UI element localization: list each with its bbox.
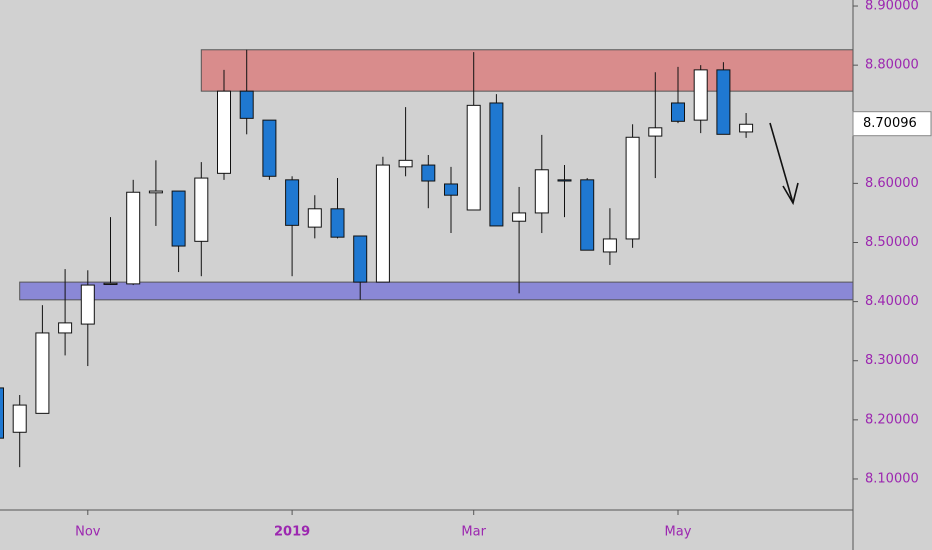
- x-tick-label: Nov: [75, 525, 101, 540]
- candle-body: [512, 212, 527, 222]
- candle-body: [648, 127, 663, 137]
- candle-body: [0, 387, 4, 439]
- candle-body: [625, 136, 640, 240]
- candle-body: [580, 179, 595, 251]
- candle-body: [534, 169, 549, 214]
- candle-body: [421, 164, 436, 182]
- candle-body: [557, 179, 572, 182]
- last-price-label: 8.70096: [863, 116, 917, 131]
- last-price-box: [852, 111, 932, 137]
- arrow: [769, 122, 799, 206]
- y-tick-label: 8.10000: [865, 471, 919, 486]
- candle-body: [126, 191, 141, 285]
- candle-body: [217, 90, 231, 174]
- x-tick-label: May: [665, 525, 692, 540]
- candle-body: [330, 208, 345, 238]
- candle-body: [353, 235, 368, 283]
- y-tick-label: 8.50000: [865, 235, 919, 250]
- candle-body: [148, 190, 163, 194]
- y-tick-label: 8.30000: [865, 353, 919, 368]
- candle-body: [12, 404, 27, 433]
- candle-body: [262, 119, 277, 177]
- candle-body: [58, 322, 73, 334]
- candle-body: [739, 123, 754, 133]
- candle-body: [716, 69, 731, 135]
- candle-body: [466, 104, 481, 211]
- y-tick-label: 8.90000: [865, 0, 919, 14]
- candle-body: [444, 183, 458, 196]
- zone: [200, 49, 854, 92]
- candle-body: [398, 159, 413, 168]
- zone: [19, 281, 854, 301]
- y-tick-label: 8.60000: [865, 176, 919, 191]
- y-tick-label: 8.20000: [865, 412, 919, 427]
- candle-body: [194, 177, 209, 242]
- candle-body: [171, 190, 186, 247]
- x-tick-label: Mar: [461, 525, 486, 540]
- y-tick-label: 8.40000: [865, 294, 919, 309]
- candle-body: [693, 69, 708, 121]
- candle-body: [375, 164, 390, 283]
- candle-body: [103, 282, 118, 285]
- candle-body: [602, 238, 617, 253]
- candle-body: [489, 102, 504, 227]
- y-tick-label: 8.80000: [865, 58, 919, 73]
- candle-body: [239, 90, 254, 119]
- x-tick-label: 2019: [274, 525, 310, 540]
- candle-body: [671, 102, 685, 122]
- candle-body: [285, 179, 300, 226]
- candle-body: [35, 332, 50, 414]
- candle-body: [80, 284, 95, 325]
- candle-body: [307, 208, 322, 228]
